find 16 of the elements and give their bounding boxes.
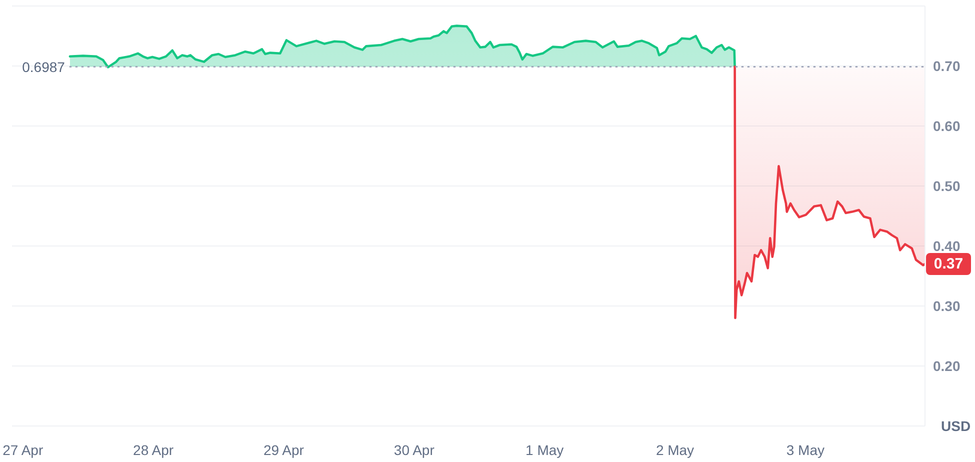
annotation: 0.37 [934, 256, 964, 272]
x-tick-label: 28 Apr [133, 442, 174, 458]
y-tick-label: 0.20 [933, 358, 960, 374]
y-tick-label: 0.50 [933, 178, 960, 194]
y-axis-title: USD [941, 418, 971, 434]
x-tick-label: 29 Apr [263, 442, 304, 458]
x-tick-label: 1 May [526, 442, 564, 458]
y-tick-label: 0.60 [933, 118, 960, 134]
y-tick-label: 0.40 [933, 238, 960, 254]
x-tick-label: 2 May [656, 442, 694, 458]
x-tick-label: 30 Apr [394, 442, 435, 458]
x-tick-label: 3 May [786, 442, 825, 458]
y-tick-label: 0.70 [933, 58, 960, 74]
ref-line-label: 0.6987 [22, 58, 66, 75]
x-tick-label: 27 Apr [2, 442, 44, 458]
y-tick-label: 0.30 [933, 298, 960, 314]
